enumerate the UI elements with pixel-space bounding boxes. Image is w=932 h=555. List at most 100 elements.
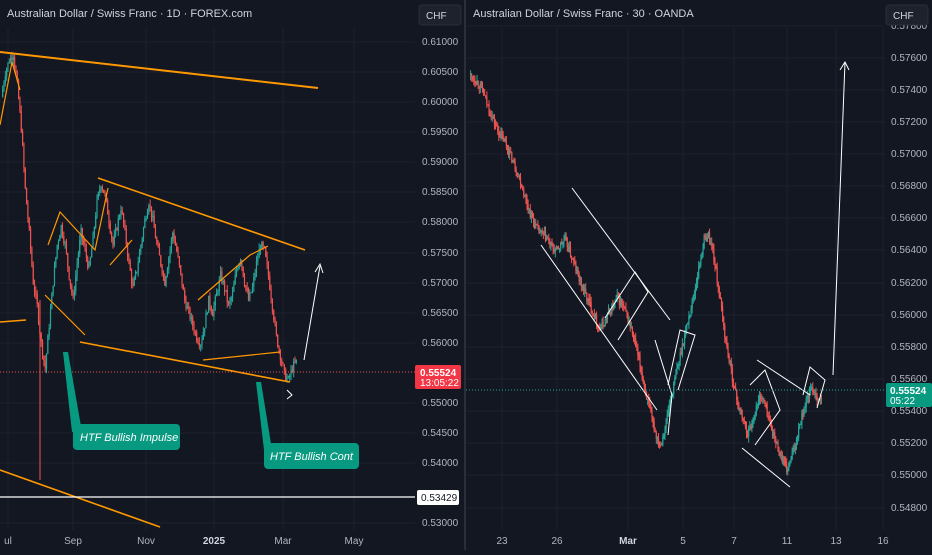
candle-body [285, 369, 287, 381]
wedge-upper[interactable] [197, 245, 269, 301]
channel-bottom-line[interactable] [79, 341, 291, 383]
candle-body [591, 311, 593, 314]
candle-body [130, 270, 133, 283]
candle-body [165, 276, 167, 286]
price-tick-label: 0.56000 [891, 310, 928, 321]
right-pane-time-axis[interactable]: 23 26 Mar 5 7 11 13 16 [496, 536, 889, 547]
candle-body [41, 341, 44, 357]
candle-body [282, 363, 284, 365]
candle-body [61, 225, 64, 237]
candle-body [595, 314, 598, 325]
left-pane-price-axis[interactable]: 0.61000 0.60500 0.60000 0.59500 0.59000 0.585… [422, 37, 459, 529]
flag-pattern-3[interactable] [802, 366, 826, 409]
price-tick-label: 0.55800 [891, 342, 928, 353]
candle-body [775, 438, 777, 444]
time-tick-label: 26 [551, 536, 563, 547]
candle-body [160, 255, 162, 266]
candle-body [10, 57, 12, 63]
upper-trendline[interactable] [0, 51, 319, 89]
candle-body [672, 393, 674, 396]
channel-top-line[interactable] [97, 177, 306, 251]
small-arrow-icon [286, 389, 293, 400]
candle-body [294, 362, 296, 364]
candle-body [629, 322, 631, 328]
left-pane-time-axis[interactable]: ul Sep Nov 2025 Mar May [4, 536, 363, 547]
candle-body [73, 291, 76, 297]
wedge-lower[interactable] [202, 351, 281, 361]
candle-body [687, 323, 689, 325]
candle-body [200, 345, 202, 347]
lower-trendline[interactable] [0, 469, 161, 528]
candle-body [250, 292, 252, 294]
candle-body [763, 398, 765, 401]
candle-body [72, 292, 74, 297]
candle-body [45, 353, 48, 369]
candle-body [128, 256, 130, 262]
candle-body [245, 285, 247, 288]
bounce-segment[interactable] [667, 329, 696, 391]
channel-top-line[interactable] [571, 187, 671, 321]
left-currency-button-label: CHF [426, 11, 447, 22]
candle-body [649, 402, 651, 408]
candle-body [79, 240, 81, 254]
projection-arrow[interactable] [832, 61, 846, 376]
candle-body [689, 315, 691, 317]
right-currency-button[interactable] [885, 4, 929, 26]
candle-body [793, 447, 795, 450]
flag-upper[interactable] [47, 187, 109, 252]
left-currency-button[interactable] [418, 4, 462, 26]
candle-body [485, 95, 487, 97]
candle-body [14, 57, 16, 67]
price-tick-label: 0.57200 [891, 117, 928, 128]
candle-body [654, 431, 656, 433]
candle-body [2, 88, 4, 97]
candle-body [715, 265, 717, 268]
candle-body [682, 343, 685, 345]
short-level-line[interactable] [0, 319, 27, 323]
left-level-tag-value: 0.53429 [421, 493, 458, 504]
flag-lower[interactable] [44, 294, 86, 336]
candle-body [168, 257, 170, 269]
channel-bottom-line[interactable] [540, 244, 658, 411]
candle-body [113, 235, 115, 245]
candle-body [626, 311, 628, 315]
right-pane-price-axis[interactable]: 0.57800 0.57600 0.57400 0.57200 0.57000 0.568… [891, 21, 928, 514]
price-tick-label: 0.55600 [891, 374, 928, 385]
candle-body [63, 236, 65, 244]
candle-body [239, 260, 242, 264]
candle-body [43, 356, 45, 361]
candle-body [146, 212, 149, 219]
right-price-tag-value: 0.55524 [890, 386, 927, 397]
candle-body [47, 335, 49, 354]
candle-body [742, 418, 744, 420]
candle-body [606, 314, 609, 320]
projection-arrow[interactable] [303, 265, 321, 361]
candle-body [56, 244, 58, 258]
wedge-top-line[interactable] [756, 359, 811, 396]
continuation-callout-text: HTF Bullish Cont [270, 451, 354, 463]
candle-body [3, 82, 5, 89]
candle-body [188, 306, 190, 309]
candle-body [507, 149, 510, 155]
candle-body [757, 400, 760, 406]
candle-body [176, 245, 178, 252]
candle-body [194, 331, 196, 333]
drop-segment[interactable] [654, 339, 673, 436]
continuation-callout[interactable] [264, 443, 359, 469]
candle-body [576, 269, 578, 272]
candle-body [519, 177, 522, 186]
candle-body [632, 334, 635, 337]
right-pane-candles [469, 70, 823, 476]
candle-body [536, 223, 538, 225]
candle-body [612, 305, 614, 310]
impulse-callout[interactable] [73, 424, 180, 450]
impulse-segment[interactable] [0, 61, 21, 126]
candle-body [698, 266, 700, 278]
candle-body [31, 248, 33, 266]
minor-segment[interactable] [109, 239, 133, 266]
candle-body [254, 272, 256, 278]
wedge-bottom-line[interactable] [741, 447, 791, 488]
candle-body [148, 205, 150, 213]
flag-pattern[interactable] [604, 271, 649, 341]
candle-body [773, 432, 775, 437]
